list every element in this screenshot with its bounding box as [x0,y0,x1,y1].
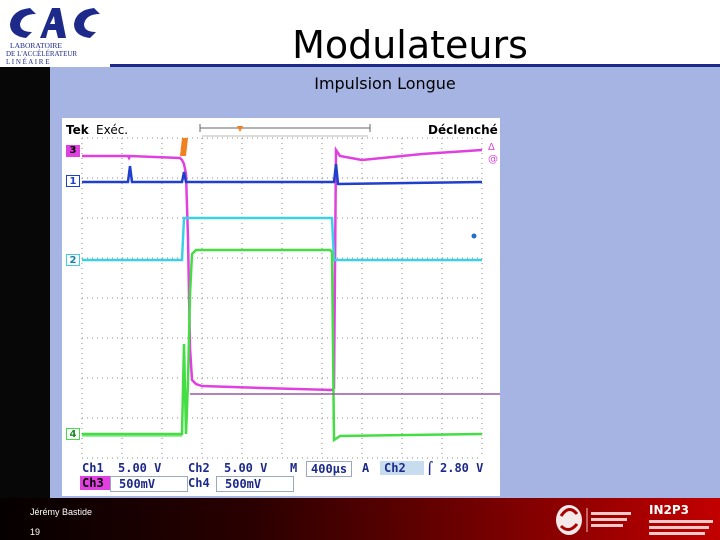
trigger-level: 2.80 V [440,461,484,475]
title-divider [110,64,720,67]
timebase-label: M [290,461,298,475]
timebase-value: 400µs [306,461,353,477]
author-name: Jérémy Bastide [30,507,93,517]
svg-text:@: @ [488,154,498,165]
trigger-position-icon [237,126,243,132]
scope-run-mode: Exéc. [96,123,129,137]
trigger-status: Déclenché [428,123,498,137]
ch1-scale: 5.00 V [110,461,186,475]
trigger-source: Ch2 [380,461,424,475]
trigger-slope-icon: ⌠ [426,461,434,475]
left-sidebar-band [0,67,50,498]
ch1-waveform [82,163,483,186]
ch2-label: Ch2 [188,461,210,475]
trigger-level-icon [471,233,477,239]
oscilloscope-screen: Tek Exéc. Déclenché Δ @ 3 1 2 4 [62,118,500,496]
ch3-scale: 500mV [110,476,188,492]
slide-title: Modulateurs [292,23,528,67]
trigger-marker-icon [180,138,188,156]
ch4-label: Ch4 [188,476,210,490]
lab-name-line1: LABORATOIRE [10,41,62,50]
svg-text:Δ: Δ [488,142,495,153]
ch2-marker: 2 [66,254,80,266]
ch4-waveform [82,248,483,443]
scope-readout: Ch1 5.00 V Ch2 5.00 V M 400µs A Ch2 ⌠ 2.… [80,461,494,492]
graticule [81,137,483,459]
trigger-label: A [362,461,370,475]
lab-name-line3: L I N É A I R E [6,58,50,66]
page-number: 19 [30,527,41,537]
lal-logo: LABORATOIRE DE L'ACCÉLÉRATEUR L I N É A … [6,8,100,66]
ch3-waveform [82,145,483,392]
slide-subtitle: Impulsion Longue [314,74,456,93]
ch3-label: Ch3 [80,476,110,490]
in2p3-wordmark: IN2P3 [649,503,689,517]
ch1-marker: 1 [66,175,80,187]
in2p3-logo: IN2P3 [649,503,713,535]
waveform-plot: Δ @ [81,124,500,459]
ch2-waveform [82,216,482,262]
ch4-scale: 500mV [216,476,294,492]
ch1-label: Ch1 [82,461,104,475]
cnrs-logo [556,505,631,535]
ch3-marker: 3 [66,145,80,157]
lab-name-line2: DE L'ACCÉLÉRATEUR [6,50,77,58]
ch2-scale: 5.00 V [216,461,292,475]
ch4-marker: 4 [66,428,80,440]
scope-brand: Tek [66,123,89,137]
record-length-bar [199,124,371,137]
